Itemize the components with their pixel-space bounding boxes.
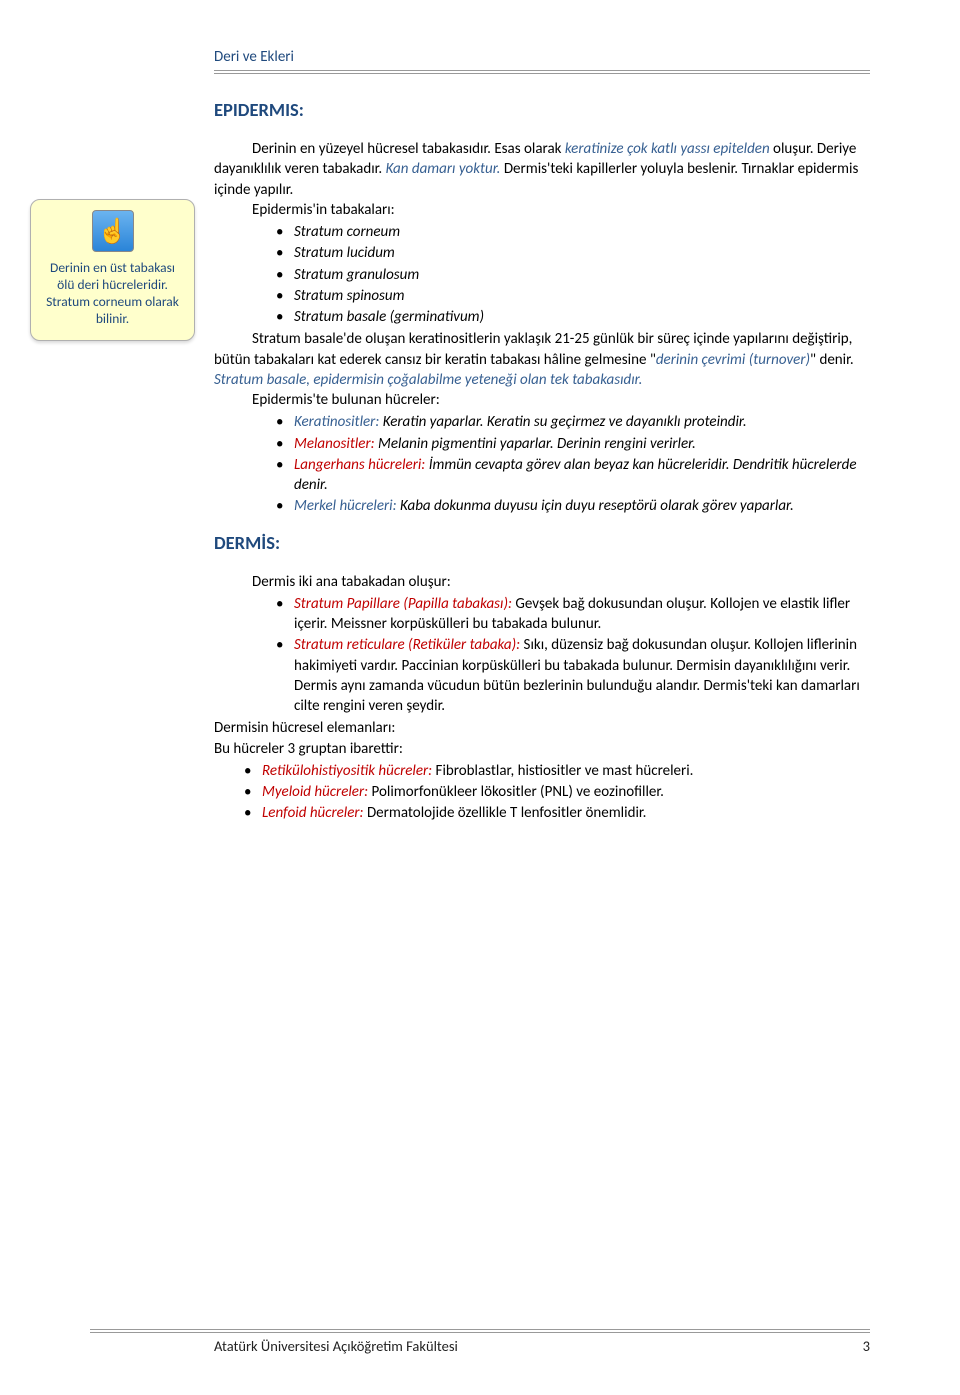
list-item: Stratum corneum xyxy=(276,222,870,242)
list-item: Stratum basale (germinativum) xyxy=(276,307,870,327)
epidermis-cells-list: Keratinositler: Keratin yaparlar. Kerati… xyxy=(214,412,870,516)
page-footer: Atatürk Üniversitesi Açıköğretim Fakülte… xyxy=(90,1329,870,1355)
epidermis-layers-intro: Epidermis'in tabakaları: xyxy=(214,200,870,220)
dermis-cells-list: Retikülohistiyositik hücreler: Fibroblas… xyxy=(214,761,870,824)
sidebar-callout: ☝ Derinin en üst tabakası ölü deri hücre… xyxy=(30,199,195,341)
list-item: Langerhans hücreleri: İmmün cevapta göre… xyxy=(276,455,870,496)
dermis-cells-intro-2: Bu hücreler 3 gruptan ibarettir: xyxy=(214,739,870,759)
footer-org: Atatürk Üniversitesi Açıköğretim Fakülte… xyxy=(214,1337,458,1355)
epidermis-cells-intro: Epidermis'te bulunan hücreler: xyxy=(214,390,870,410)
hand-pointer-icon: ☝ xyxy=(92,210,134,252)
list-item: Lenfoid hücreler: Dermatolojide özellikl… xyxy=(244,803,870,823)
dermis-layers-list: Stratum Papillare (Papilla tabakası): Ge… xyxy=(214,594,870,717)
header-rule xyxy=(214,70,870,74)
dermis-intro: Dermis iki ana tabakadan oluşur: xyxy=(214,572,870,592)
list-item: Stratum reticulare (Retiküler tabaka): S… xyxy=(276,635,870,716)
list-item: Keratinositler: Keratin yaparlar. Kerati… xyxy=(276,412,870,432)
list-item: Stratum Papillare (Papilla tabakası): Ge… xyxy=(276,594,870,635)
callout-text: Derinin en üst tabakası ölü deri hücrele… xyxy=(41,260,184,328)
epidermis-paragraph-2: Stratum basale'de oluşan keratinositleri… xyxy=(214,329,870,390)
doc-header-title: Deri ve Ekleri xyxy=(214,48,870,66)
list-item: Melanositler: Melanin pigmentini yaparla… xyxy=(276,434,870,454)
epidermis-layers-list: Stratum corneum Stratum lucidum Stratum … xyxy=(214,222,870,327)
list-item: Myeloid hücreler: Polimorfonükleer lökos… xyxy=(244,782,870,802)
section-title-epidermis: EPIDERMIS: xyxy=(214,98,870,121)
list-item: Retikülohistiyositik hücreler: Fibroblas… xyxy=(244,761,870,781)
section-title-dermis: DERMİS: xyxy=(214,531,870,554)
list-item: Stratum granulosum xyxy=(276,265,870,285)
list-item: Merkel hücreleri: Kaba dokunma duyusu iç… xyxy=(276,496,870,516)
footer-page-number: 3 xyxy=(863,1337,870,1355)
list-item: Stratum lucidum xyxy=(276,243,870,263)
dermis-cells-intro-1: Dermisin hücresel elemanları: xyxy=(214,718,870,738)
epidermis-paragraph-1: Derinin en yüzeyel hücresel tabakasıdır.… xyxy=(214,139,870,200)
list-item: Stratum spinosum xyxy=(276,286,870,306)
